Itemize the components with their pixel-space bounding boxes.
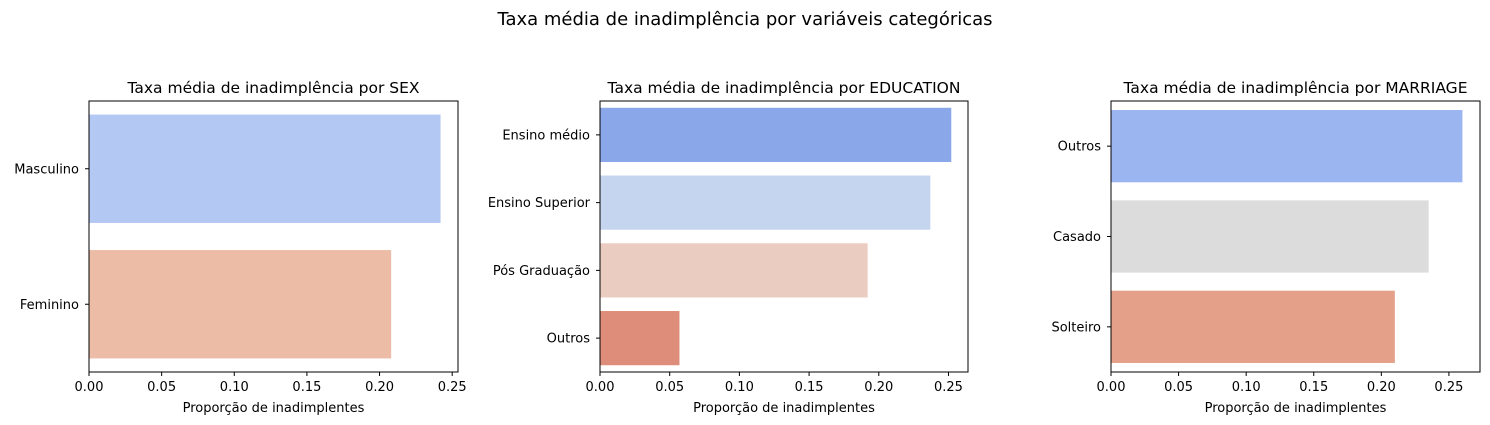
bar-1 (89, 114, 441, 223)
bar-3 (600, 243, 868, 298)
bar-1 (600, 107, 952, 162)
x-tick-label: 0.15 (292, 380, 321, 395)
x-tick-label: 0.25 (934, 380, 963, 395)
y-tick-label: Feminino (20, 298, 79, 313)
y-tick-label: Masculino (14, 162, 79, 177)
x-tick-label: 0.00 (586, 380, 615, 395)
x-tick-label: 0.20 (365, 380, 394, 395)
bar-3 (1111, 290, 1395, 363)
bar-4 (600, 311, 680, 366)
x-tick-label: 0.15 (1299, 380, 1328, 395)
x-tick-label: 0.05 (655, 380, 684, 395)
x-axis-label: Proporção de inadimplentes (693, 401, 875, 416)
x-tick-label: 0.25 (438, 380, 467, 395)
y-tick-label: Outros (1058, 140, 1102, 155)
chart-title: Taxa média de inadimplência por EDUCATIO… (607, 79, 961, 97)
y-tick-label: Casado (1053, 230, 1101, 245)
y-tick-label: Pós Graduação (493, 264, 590, 279)
x-tick-label: 0.00 (1097, 380, 1126, 395)
x-tick-label: 0.10 (1232, 380, 1261, 395)
bar-2 (89, 250, 392, 359)
y-tick-label: Ensino Superior (488, 196, 591, 211)
chart-panel-3: Outros Casado Solteiro 0.00 0.05 0.10 0.15 0.20… (1051, 79, 1481, 416)
x-tick-label: 0.00 (75, 380, 104, 395)
chart-title: Taxa média de inadimplência por MARRIAGE (1123, 79, 1468, 97)
x-axis-label: Proporção de inadimplentes (1205, 401, 1387, 416)
plot-frame (88, 100, 459, 373)
x-tick-label: 0.25 (1434, 380, 1463, 395)
x-tick-label: 0.05 (1164, 380, 1193, 395)
figure-suptitle: Taxa média de inadimplência por variávei… (496, 9, 992, 30)
y-tick-label: Outros (547, 332, 591, 347)
x-tick-label: 0.20 (1367, 380, 1396, 395)
x-tick-label: 0.10 (725, 380, 754, 395)
panels: Masculino Feminino 0.00 0.05 0.10 0.15 0.20 0.2… (14, 79, 1481, 416)
x-tick-label: 0.10 (220, 380, 249, 395)
x-tick-label: 0.05 (147, 380, 176, 395)
chart-title: Taxa média de inadimplência por SEX (126, 79, 419, 97)
y-tick-label: Solteiro (1051, 320, 1101, 335)
y-tick-label: Ensino médio (502, 128, 590, 143)
x-tick-label: 0.20 (864, 380, 893, 395)
plot-frame (599, 100, 969, 373)
chart-panel-2: Ensino médio Ensino Superior Pós Graduação… (488, 79, 969, 416)
chart-panel-1: Masculino Feminino 0.00 0.05 0.10 0.15 0.20 0.2… (14, 79, 466, 416)
x-tick-label: 0.15 (795, 380, 824, 395)
x-axis-label: Proporção de inadimplentes (183, 401, 365, 416)
bar-2 (600, 175, 931, 230)
bar-1 (1111, 110, 1463, 183)
bar-2 (1111, 200, 1429, 273)
